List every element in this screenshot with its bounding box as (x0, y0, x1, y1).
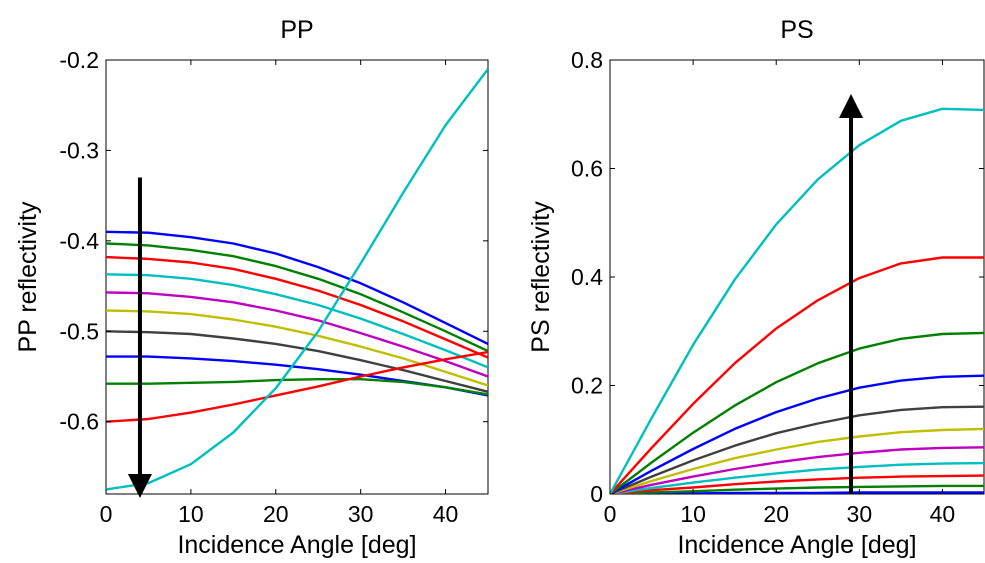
ps-series-line-3 (610, 474, 984, 494)
pp-series-line-6 (106, 309, 488, 387)
pp-x-tick-label: 0 (100, 501, 113, 527)
pp-series-line-5 (106, 291, 488, 378)
ps-x-tick-label: 10 (680, 501, 706, 527)
ps-y-tick-label: 0.4 (571, 264, 603, 290)
pp-x-tick-label: 20 (263, 501, 289, 527)
pp-x-tick-label: 10 (178, 501, 204, 527)
ps-y-tick-label: 0.6 (571, 156, 603, 182)
ps-series-line-8 (610, 374, 984, 494)
ps-series-line-11 (610, 107, 984, 494)
pp-y-tick-label: -0.2 (59, 47, 99, 73)
ps-x-tick-label: 40 (930, 501, 956, 527)
ps-series-line-4 (610, 461, 984, 494)
ps-series-line-2 (610, 484, 984, 494)
ps-series-line-6 (610, 427, 984, 494)
ps-x-tick-label: 20 (763, 501, 789, 527)
pp-x-tick-label: 40 (433, 501, 459, 527)
pp-chart-title: PP (280, 16, 313, 44)
ps-chart-title: PS (780, 16, 813, 44)
ps-x-tick-label: 30 (847, 501, 873, 527)
pp-panel: 0 10 20 30 40 -0.6 -0.5 -0.4 -0.3 -0.2 PP Incidence… (14, 16, 489, 559)
ps-y-tick-label: 0.2 (571, 373, 603, 399)
pp-series-line-1 (106, 230, 488, 345)
pp-series-line-9 (106, 378, 488, 396)
ps-plot-area (609, 59, 985, 495)
pp-series-line-3 (106, 255, 488, 359)
pp-y-axis-label: PP reflectivity (14, 201, 42, 352)
pp-series-line-11 (106, 68, 488, 491)
pp-series-line-2 (106, 242, 488, 353)
pp-y-tick-label: -0.3 (59, 137, 99, 163)
ps-series-line-9 (610, 331, 984, 494)
pp-y-tick-label: -0.4 (59, 228, 99, 254)
ps-panel: 0 10 20 30 40 0 0.2 0.4 0.6 0.8 PS Incidence Angle … (527, 16, 985, 559)
pp-series-line-10 (106, 350, 488, 423)
pp-y-tick-label: -0.6 (59, 409, 99, 435)
pp-y-tick-label: -0.5 (59, 318, 99, 344)
ps-x-tick-label: 0 (604, 501, 617, 527)
pp-x-axis-label: Incidence Angle [deg] (177, 531, 416, 559)
ps-series-line-10 (610, 256, 984, 494)
pp-series-line-7 (106, 330, 488, 393)
pp-x-tick-label: 30 (348, 501, 374, 527)
ps-y-axis-label: PS reflectivity (527, 201, 555, 353)
ps-series-line-7 (610, 405, 984, 494)
ps-y-tick-label: 0.8 (571, 47, 603, 73)
ps-y-tick-label: 0 (590, 481, 603, 507)
ps-x-axis-label: Incidence Angle [deg] (677, 531, 916, 559)
pp-series-line-4 (106, 273, 488, 369)
ps-series-line-1 (610, 491, 984, 494)
ps-series-line-5 (610, 446, 984, 494)
